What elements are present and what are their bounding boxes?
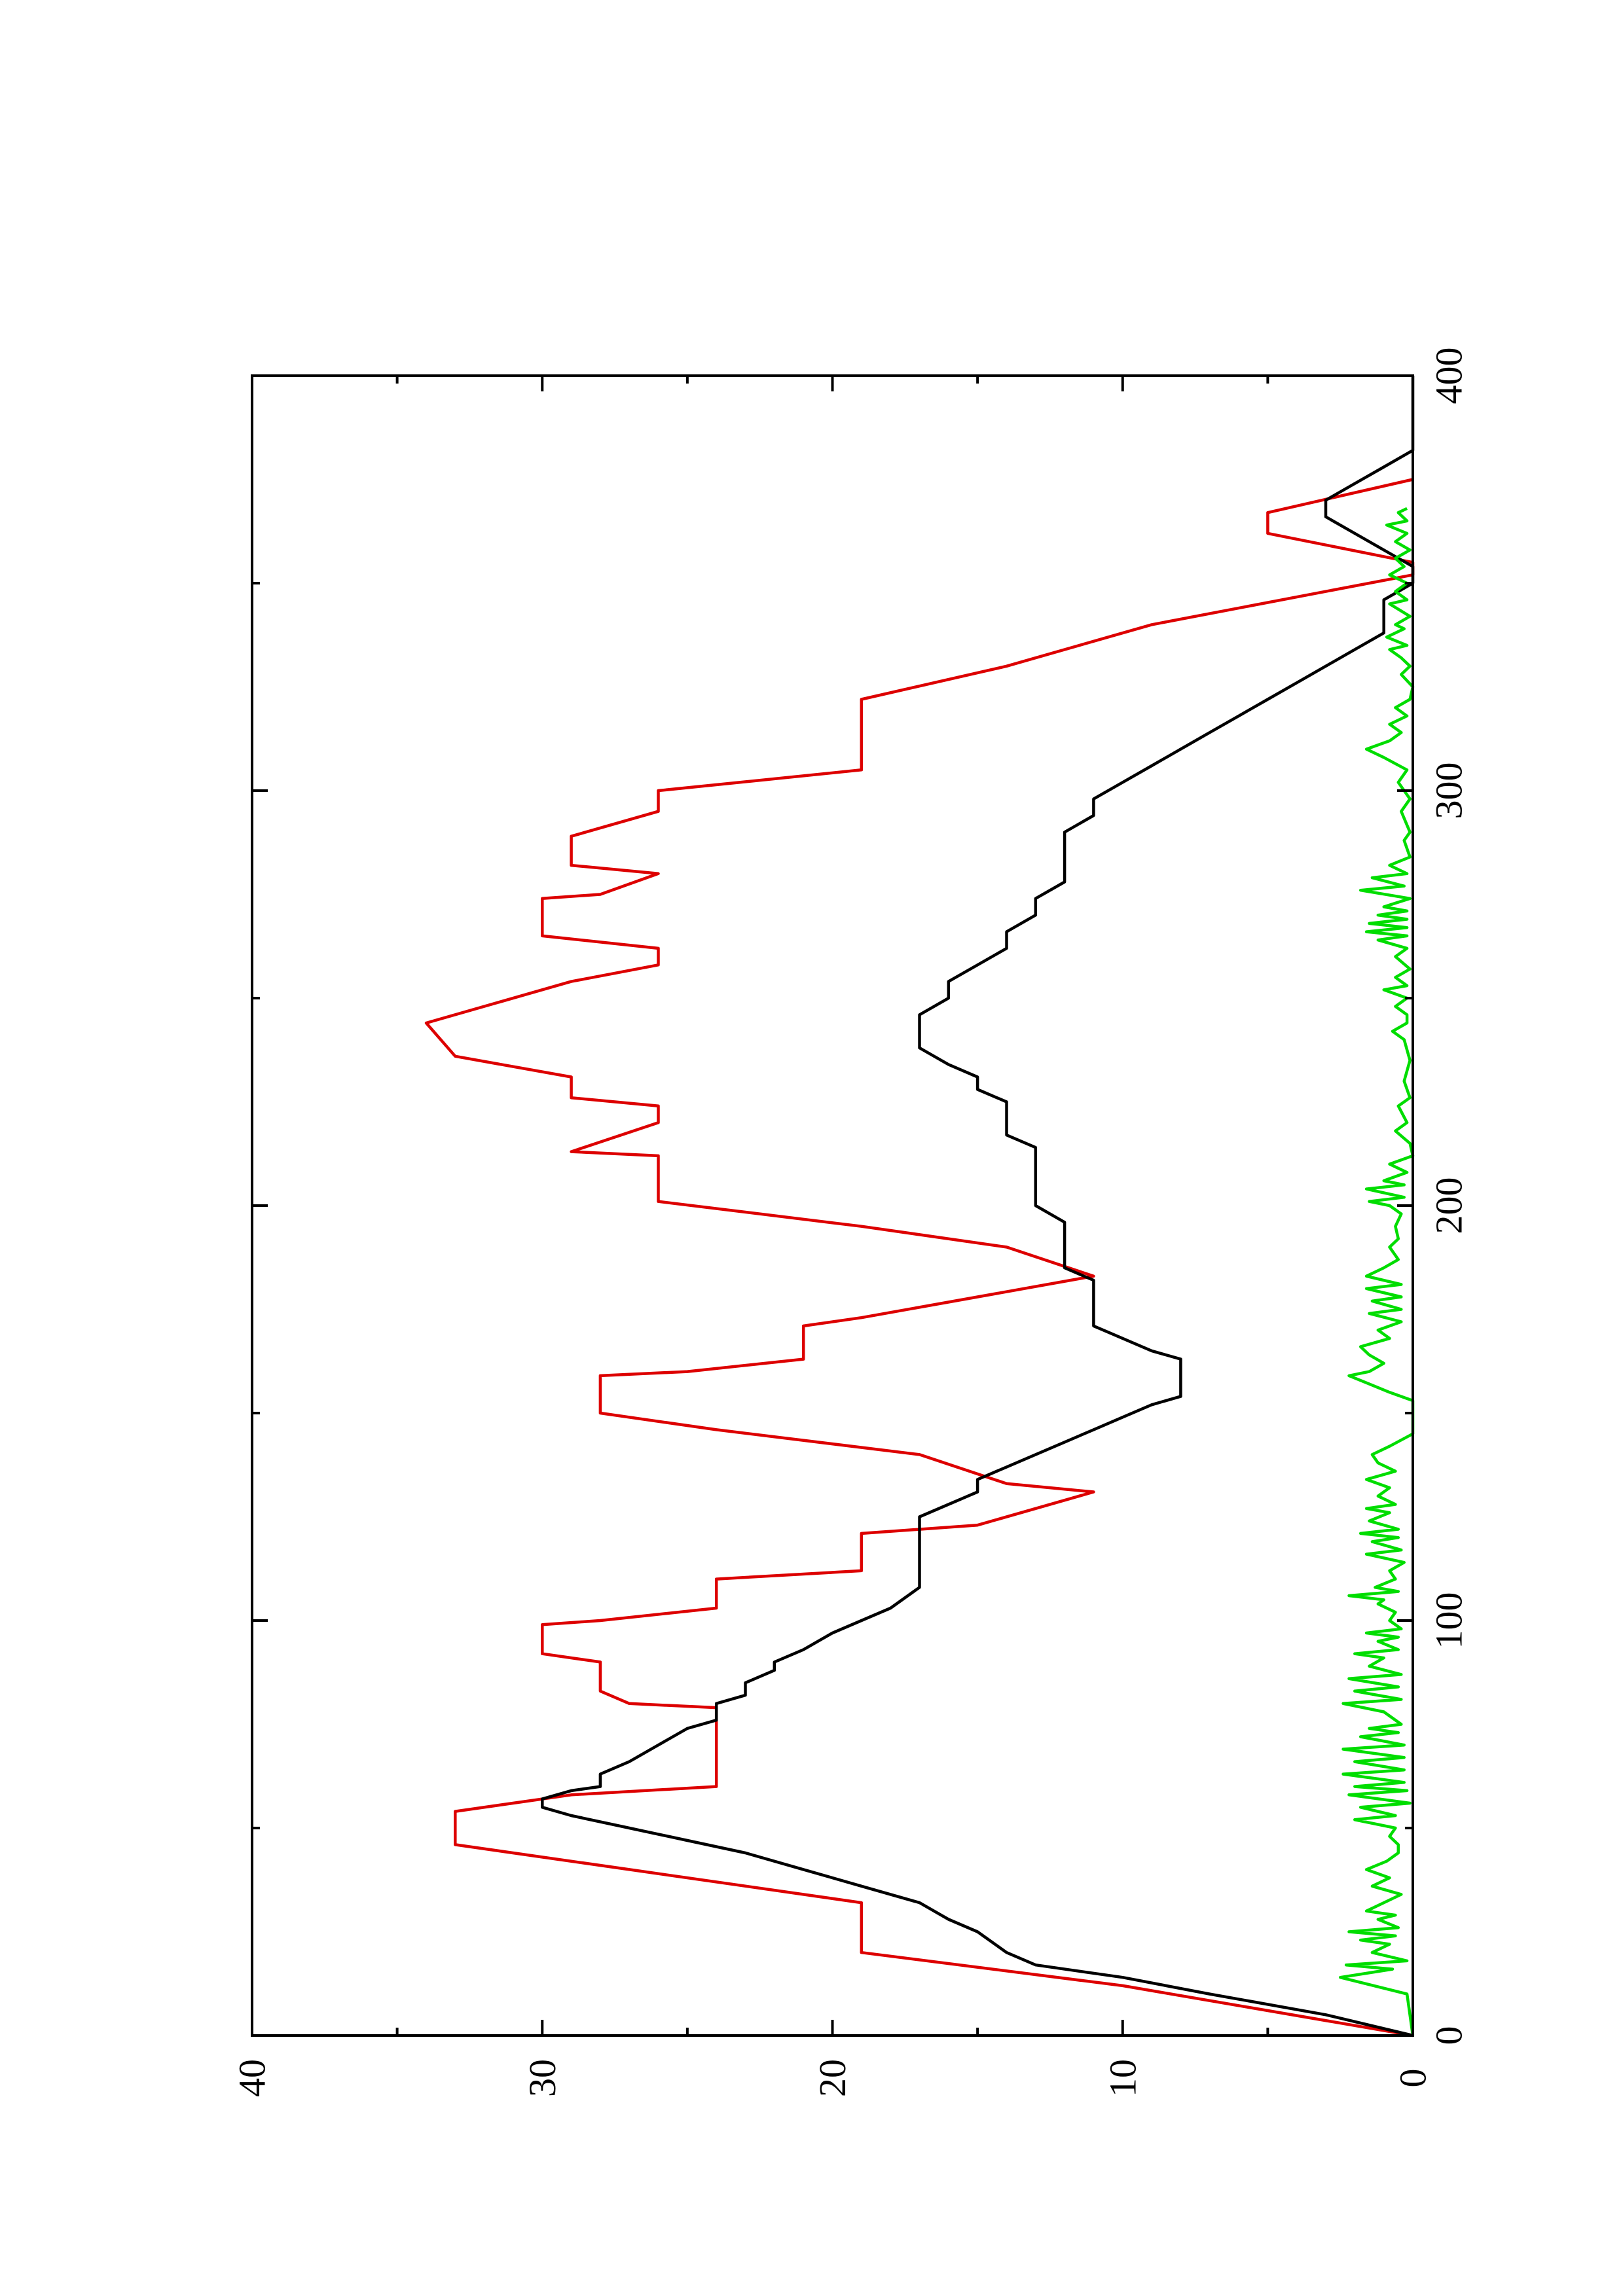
series-line-2 (541, 376, 1415, 2037)
x-tick-label: 0 (1428, 2026, 1470, 2045)
x-tick-label: 300 (1428, 762, 1470, 819)
y-tick-label: 0 (1392, 2069, 1434, 2088)
series-line-3 (1338, 507, 1415, 2036)
y-tick-label: 10 (1101, 2059, 1144, 2097)
y-tick-label: 20 (811, 2059, 854, 2097)
x-tick-label: 400 (1428, 348, 1470, 404)
series-layer (424, 376, 1415, 2037)
series-line-1 (424, 478, 1415, 2037)
plot-frame (251, 374, 1414, 2037)
tick-layer: 0 100 200 300 400 0 10 20 30 40 (231, 348, 1470, 2098)
y-tick-label: 40 (231, 2059, 274, 2097)
x-tick-label: 100 (1428, 1592, 1470, 1649)
x-tick-label: 200 (1428, 1177, 1470, 1234)
y-tick-label: 30 (521, 2059, 564, 2097)
